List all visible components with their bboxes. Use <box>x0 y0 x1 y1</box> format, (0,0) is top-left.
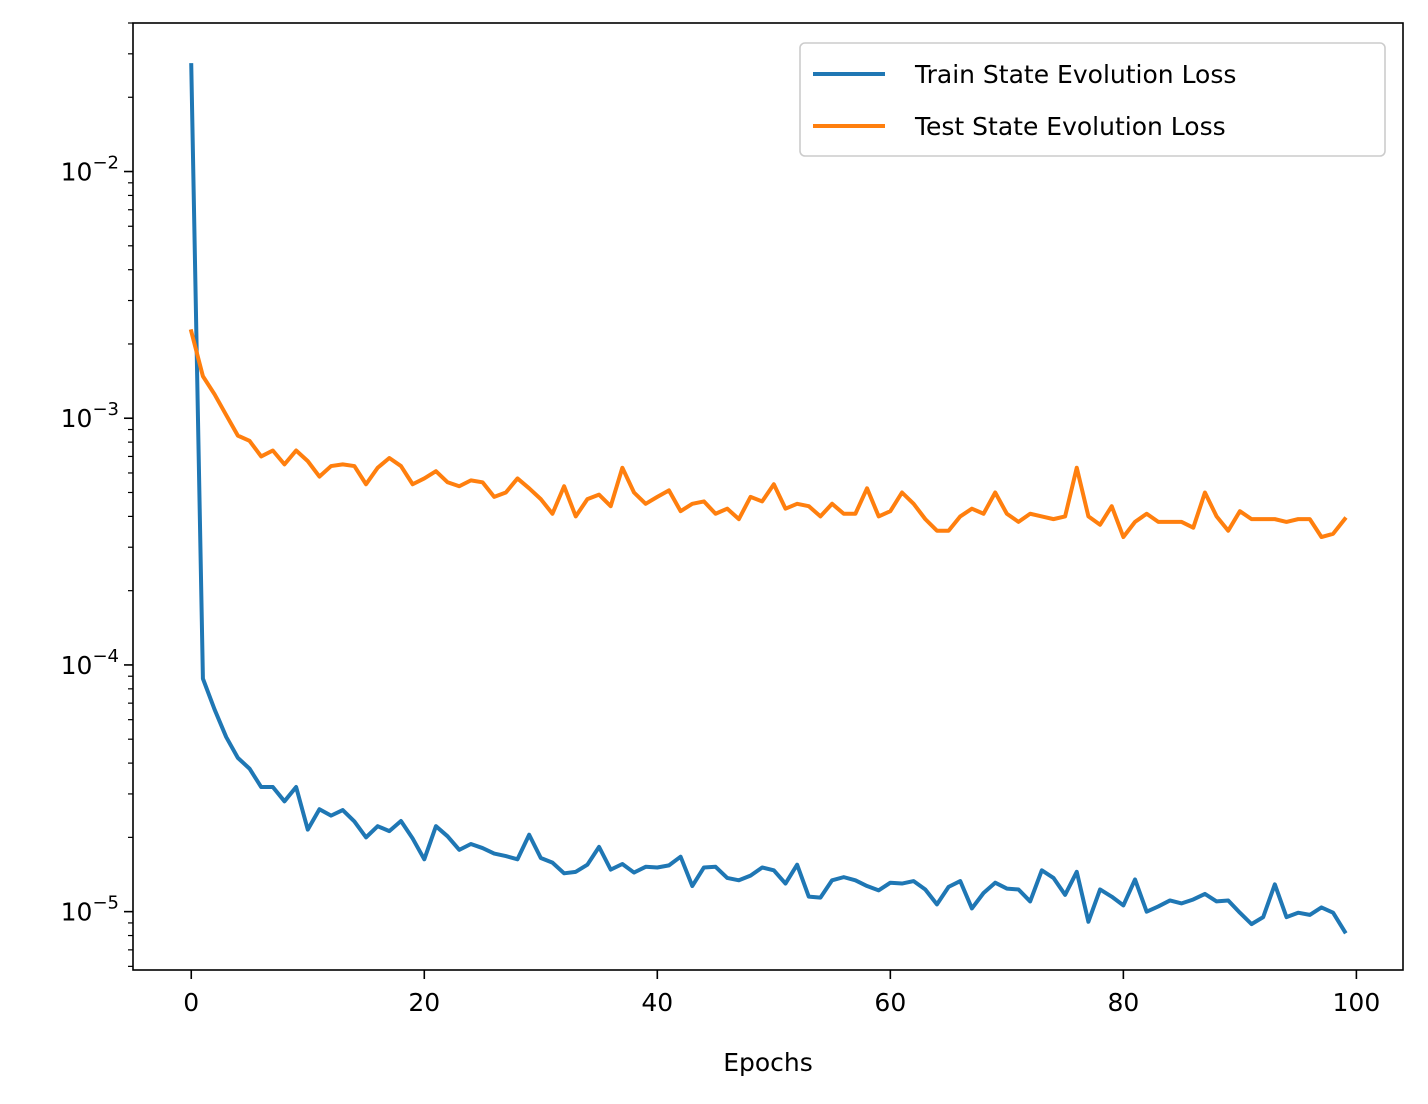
series-line-0 <box>189 63 1348 935</box>
x-tick-label: 20 <box>408 988 440 1017</box>
x-tick-label: 60 <box>874 988 906 1017</box>
y-tick-label: 10−3 <box>61 399 119 433</box>
x-tick-label: 100 <box>1333 988 1381 1017</box>
series-line-1 <box>188 328 1348 540</box>
x-tick-label: 80 <box>1107 988 1139 1017</box>
series-layer <box>188 63 1348 935</box>
x-tick-label: 0 <box>183 988 199 1017</box>
y-tick-label: 10−2 <box>61 153 119 187</box>
y-tick-label: 10−5 <box>61 893 119 927</box>
y-axis: 10−5 10−4 10−3 10−2 <box>61 22 133 967</box>
x-axis: 0 20 40 60 80 100 <box>183 970 1380 1017</box>
x-tick-label: 40 <box>641 988 673 1017</box>
x-axis-title: Epochs <box>723 1048 813 1077</box>
legend: Train State Evolution Loss Test State Evo… <box>799 42 1386 157</box>
legend-label-0: Train State Evolution Loss <box>914 60 1236 89</box>
legend-box <box>799 42 1386 157</box>
y-tick-label: 10−4 <box>61 646 119 680</box>
plot-frame <box>132 22 1404 971</box>
legend-label-1: Test State Evolution Loss <box>914 112 1226 141</box>
